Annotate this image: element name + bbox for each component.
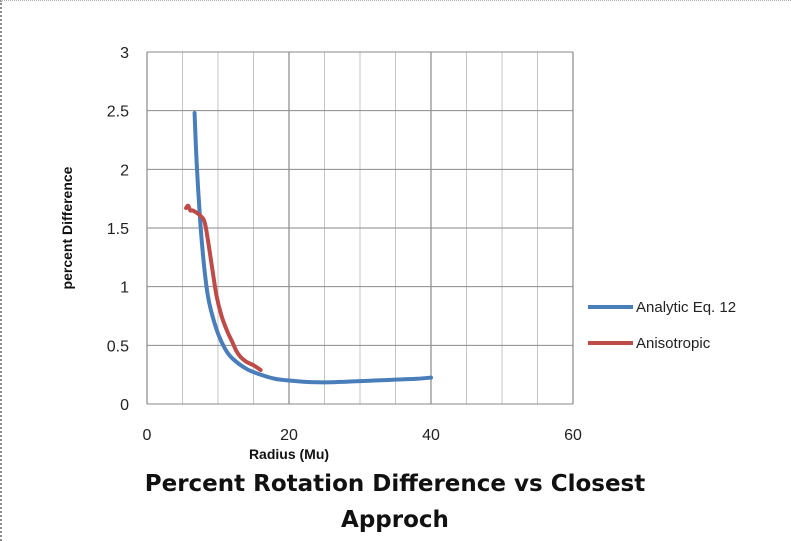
x-tick-labels: 0 20 40 60: [143, 427, 582, 444]
y-tick-label: 1.5: [107, 221, 129, 238]
legend-item: Anisotropic: [588, 335, 711, 352]
x-tick-label: 40: [422, 427, 440, 444]
chart-title-line-2: Approch: [341, 507, 449, 533]
y-tick-labels: 0 0.5 1 1.5 2 2.5 3: [107, 45, 129, 414]
y-axis-title: percent Difference: [59, 166, 75, 289]
x-tick-label: 60: [564, 427, 582, 444]
y-tick-label: 3: [120, 45, 129, 62]
x-axis-title: Radius (Mu): [249, 446, 329, 462]
series-layer: [184, 111, 433, 385]
chart-title-line-1: Percent Rotation Difference vs Closest: [145, 471, 646, 497]
y-tick-label: 2.5: [107, 104, 129, 121]
legend-label: Anisotropic: [636, 335, 711, 352]
y-tick-label: 2: [120, 162, 129, 179]
legend-label: Analytic Eq. 12: [636, 299, 736, 316]
y-tick-label: 0.5: [107, 338, 129, 355]
y-tick-label: 1: [120, 280, 129, 297]
legend: Analytic Eq. 12 Anisotropic: [588, 299, 736, 352]
x-tick-label: 20: [280, 427, 298, 444]
y-tick-label: 0: [120, 397, 129, 414]
grid: [146, 51, 574, 405]
series-line-analytic-eq-12: [192, 111, 433, 385]
legend-item: Analytic Eq. 12: [588, 299, 736, 316]
x-tick-label: 0: [143, 427, 152, 444]
series-line-anisotropic: [184, 203, 263, 372]
